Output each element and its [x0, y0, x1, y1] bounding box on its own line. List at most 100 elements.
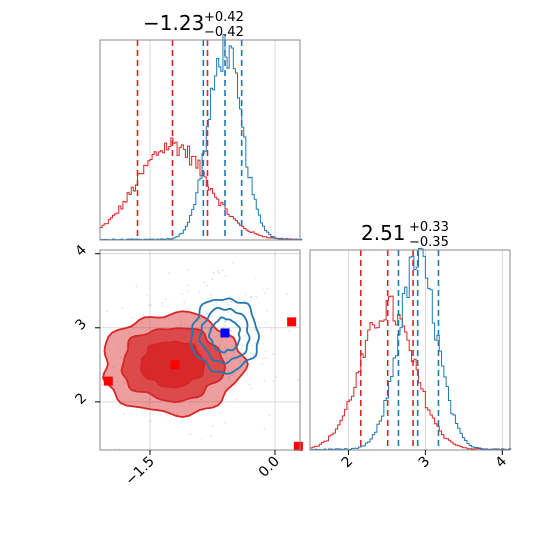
scatter-point	[198, 290, 201, 293]
scatter-point	[187, 290, 190, 293]
scatter-point	[106, 310, 108, 313]
scatter-point	[233, 351, 236, 354]
histogram-series-2	[99, 34, 303, 241]
scatter-point	[228, 378, 230, 380]
scatter-point	[221, 269, 224, 272]
scatter-point	[214, 327, 217, 330]
scatter-point	[261, 288, 264, 291]
scatter-point	[265, 357, 268, 360]
scatter-point	[224, 274, 227, 277]
y-tick-label: 4	[72, 242, 90, 260]
title-lower-error: −0.35	[409, 235, 449, 250]
title-upper-error: +0.33	[409, 220, 449, 235]
scatter-point	[121, 307, 124, 310]
scatter-point	[250, 329, 253, 331]
scatter-point	[163, 409, 166, 412]
scatter-point	[261, 363, 264, 366]
x-tick-label: 4	[493, 453, 511, 471]
scatter-point	[272, 379, 275, 382]
scatter-point	[227, 370, 230, 372]
scatter-point	[211, 425, 214, 428]
scatter-point	[227, 303, 230, 306]
scatter-point	[230, 330, 232, 332]
scatter-point	[243, 334, 246, 337]
scatter-point	[145, 402, 148, 405]
scatter-point	[253, 277, 256, 280]
scatter-point	[183, 323, 186, 325]
title-lower-error: −0.42	[204, 25, 244, 40]
scatter-point	[243, 299, 245, 302]
scatter-point	[100, 384, 103, 387]
scatter-point	[224, 320, 227, 323]
grid	[149, 40, 276, 240]
scatter-point	[200, 437, 203, 440]
scatter-point	[188, 402, 191, 405]
scatter-point	[201, 375, 204, 378]
scatter-point	[182, 363, 184, 366]
contour-level-1	[190, 297, 260, 375]
scatter-point	[230, 383, 232, 386]
scatter-point	[206, 313, 208, 315]
scatter-point	[251, 344, 254, 347]
marker-square	[287, 317, 297, 327]
histogram-series-1	[99, 137, 303, 241]
scatter-point	[186, 284, 189, 287]
scatter-point	[235, 378, 238, 380]
x-tick-label: 0.0	[256, 454, 283, 481]
top-left-histogram-panel	[99, 34, 303, 241]
scatter-point	[199, 398, 202, 401]
y-tick-label: 2	[72, 390, 90, 408]
scatter-point	[231, 374, 234, 377]
scatter-point	[151, 401, 154, 403]
scatter-point	[233, 372, 235, 375]
scatter-point	[197, 350, 200, 353]
scatter-point	[184, 327, 186, 330]
scatter-point	[189, 433, 192, 435]
scatter-point	[215, 301, 218, 304]
scatter-point	[255, 296, 258, 299]
scatter-point	[249, 296, 252, 299]
scatter-point	[195, 384, 198, 387]
scatter-point	[223, 320, 226, 323]
y-tick-label: 3	[72, 316, 90, 334]
scatter-point	[135, 285, 138, 288]
scatter-point	[206, 312, 209, 315]
scatter-point	[179, 321, 182, 324]
histogram-series-2	[309, 248, 512, 451]
scatter-point	[208, 327, 211, 330]
scatter-point	[148, 398, 151, 401]
scatter-point	[264, 350, 267, 353]
histogram-layer	[99, 34, 303, 241]
contour-level-2	[198, 306, 251, 365]
marker-square	[103, 376, 113, 386]
scatter-point	[224, 346, 226, 349]
scatter-point	[285, 292, 288, 295]
scatter-point	[200, 356, 203, 359]
scatter-point	[164, 340, 167, 343]
scatter-point	[183, 301, 186, 304]
marker-layer	[103, 317, 303, 451]
scatter-point	[248, 383, 251, 386]
scatter-point	[212, 271, 215, 274]
scatter-point	[117, 380, 120, 383]
scatter-point	[146, 405, 149, 408]
scatter-point	[263, 379, 266, 382]
scatter-point	[211, 278, 214, 281]
scatter-point	[246, 372, 249, 375]
scatter-point	[225, 368, 228, 371]
scatter-point	[204, 344, 207, 347]
marker-square	[170, 360, 180, 370]
scatter-point	[250, 295, 253, 298]
scatter-point	[116, 345, 119, 348]
panel-background	[100, 40, 300, 240]
scatter-point	[244, 293, 247, 296]
scatter-point	[230, 300, 232, 303]
scatter-point	[156, 324, 159, 327]
scatter-point	[227, 311, 229, 314]
scatter-point	[224, 386, 227, 388]
scatter-point	[219, 345, 222, 348]
scatter-point	[224, 353, 227, 356]
scatter-point	[164, 363, 167, 366]
scatter-point	[203, 281, 206, 284]
